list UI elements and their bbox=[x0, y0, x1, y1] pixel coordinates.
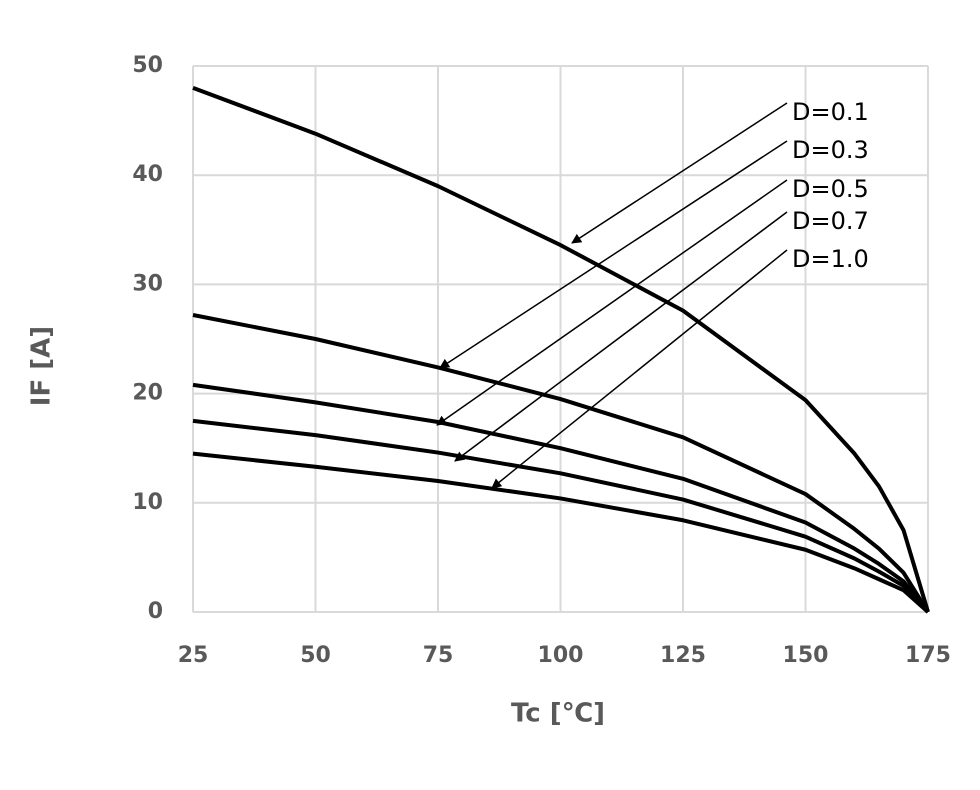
line-series bbox=[192, 85, 930, 613]
x-tick-label: 75 bbox=[423, 643, 454, 668]
series-label: D=0.1 bbox=[792, 98, 869, 126]
x-tick-label: 150 bbox=[783, 643, 829, 668]
x-tick-label: 125 bbox=[660, 643, 706, 668]
line-series bbox=[192, 313, 930, 614]
series-label: D=1.0 bbox=[792, 245, 869, 273]
y-tick-label: 20 bbox=[132, 381, 163, 406]
annotation-arrow bbox=[491, 249, 788, 489]
series-label: D=0.7 bbox=[792, 207, 869, 235]
line-series bbox=[192, 418, 930, 614]
y-tick-label: 0 bbox=[148, 599, 163, 624]
annotation-arrow bbox=[571, 102, 788, 244]
x-axis-title: Tc [℃] bbox=[511, 699, 605, 729]
series-label: D=0.5 bbox=[792, 175, 869, 203]
annotation-arrow bbox=[439, 140, 788, 369]
y-tick-label: 40 bbox=[132, 162, 163, 187]
x-tick-label: 100 bbox=[538, 643, 584, 668]
series-label: D=0.3 bbox=[792, 136, 869, 164]
x-tick-label: 50 bbox=[300, 643, 331, 668]
y-tick-label: 30 bbox=[132, 271, 163, 296]
y-tick-label: 10 bbox=[132, 490, 163, 515]
line-series bbox=[192, 451, 930, 614]
y-tick-label: 50 bbox=[132, 53, 163, 78]
annotation-arrow bbox=[454, 211, 788, 462]
line-series bbox=[192, 382, 930, 614]
x-tick-label: 25 bbox=[178, 643, 209, 668]
x-tick-label: 175 bbox=[905, 643, 951, 668]
y-axis-title: IF [A] bbox=[27, 326, 57, 406]
annotation-arrow bbox=[436, 179, 788, 426]
